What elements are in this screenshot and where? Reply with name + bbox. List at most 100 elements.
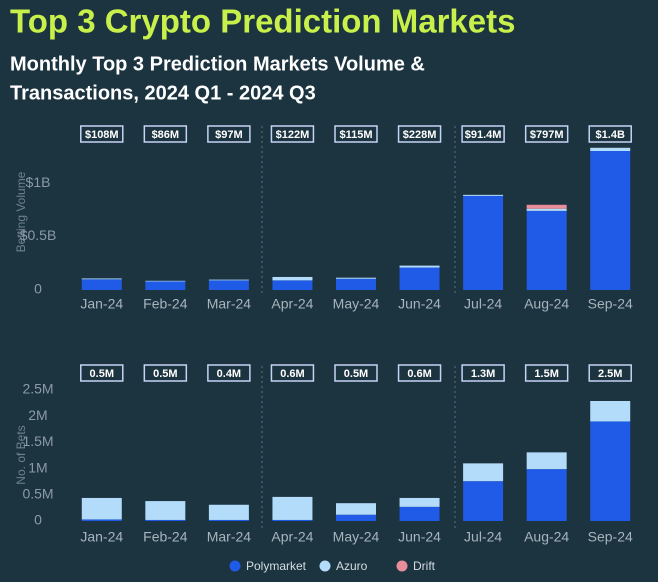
total-label: 0.6M	[407, 368, 431, 380]
total-label: 0.5M	[344, 368, 368, 380]
bar-segment	[272, 276, 313, 281]
total-label: 0.4M	[217, 368, 241, 380]
bar-segment	[208, 280, 249, 290]
legend-swatch	[319, 560, 331, 572]
x-tick-label: Sep-24	[588, 529, 633, 545]
x-tick-label: Feb-24	[143, 529, 188, 545]
total-label-box	[143, 364, 188, 382]
y-tick-label: 0	[34, 281, 42, 297]
total-label-box	[524, 364, 569, 382]
total-label-box	[334, 364, 378, 382]
total-label-box	[143, 125, 188, 143]
y-tick-label: 1.5M	[22, 433, 53, 449]
bar-segment	[81, 278, 122, 280]
x-tick-label: May-24	[333, 529, 380, 545]
bar-segment	[145, 281, 186, 290]
bar-segment	[81, 497, 122, 520]
y-tick-label: 2M	[28, 407, 47, 423]
total-label: 0.5M	[90, 368, 114, 380]
total-label: 1.3M	[471, 368, 495, 380]
total-label-box	[80, 364, 124, 382]
bar-segment	[145, 280, 186, 282]
legend-swatch	[396, 560, 408, 572]
bar-segment	[463, 463, 504, 482]
total-label: 0.5M	[153, 368, 177, 380]
total-label-box	[461, 125, 505, 143]
total-label-box	[270, 125, 315, 143]
total-label: $108M	[85, 129, 119, 141]
bar-segment	[526, 208, 567, 211]
bar-segment	[463, 481, 504, 521]
y-axis-title: Betting Volume	[14, 171, 28, 252]
bar-segment	[590, 421, 631, 521]
total-label: $122M	[276, 129, 310, 141]
x-tick-label: Jun-24	[398, 529, 441, 545]
total-label-box	[207, 364, 251, 382]
total-label-box	[397, 125, 442, 143]
total-label: $97M	[215, 129, 243, 141]
x-tick-label: Mar-24	[207, 296, 252, 312]
x-tick-label: Jul-24	[464, 296, 502, 312]
y-tick-label: 2.5M	[22, 381, 53, 397]
x-tick-label: Apr-24	[271, 529, 313, 545]
y-tick-label: $0.5B	[20, 227, 57, 243]
x-tick-label: Aug-24	[524, 296, 569, 312]
bar-segment	[399, 506, 440, 521]
bar-segment	[81, 279, 122, 290]
bar-segment	[272, 280, 313, 290]
bar-segment	[590, 151, 631, 290]
total-label: $86M	[152, 129, 180, 141]
bar-segment	[526, 210, 567, 290]
bar-segment	[526, 204, 567, 209]
legend-label: Polymarket	[246, 559, 307, 573]
total-label-box	[270, 364, 315, 382]
bar-segment	[526, 452, 567, 470]
total-label: $228M	[403, 129, 437, 141]
subtitle: Transactions, 2024 Q1 - 2024 Q3	[10, 82, 316, 104]
total-label: 1.5M	[534, 368, 558, 380]
total-label-box	[80, 125, 124, 143]
bar-segment	[590, 147, 631, 151]
title: Top 3 Crypto Prediction Markets	[10, 3, 515, 40]
bar-segment	[399, 267, 440, 290]
x-tick-label: Jan-24	[80, 529, 123, 545]
y-tick-label: 1M	[28, 459, 47, 475]
x-tick-label: Jan-24	[80, 296, 123, 312]
bar-segment	[272, 496, 313, 520]
bar-segment	[463, 194, 504, 196]
total-label: $91.4M	[465, 129, 502, 141]
total-label-box	[334, 125, 378, 143]
bar-segment	[590, 401, 631, 422]
y-axis-title: No. of Bets	[14, 425, 28, 484]
x-tick-label: May-24	[333, 296, 380, 312]
bar-segment	[399, 265, 440, 268]
total-label-box	[397, 364, 442, 382]
y-tick-label: $1B	[26, 174, 51, 190]
bar-segment	[336, 503, 376, 515]
bar-segment	[336, 277, 376, 279]
total-label: 0.6M	[280, 368, 304, 380]
total-label-box	[588, 125, 632, 143]
bar-segment	[399, 497, 440, 507]
bar-segment	[145, 501, 186, 520]
x-tick-label: Feb-24	[143, 296, 188, 312]
bar-segment	[81, 519, 122, 521]
bar-segment	[208, 519, 249, 521]
x-tick-label: Aug-24	[524, 529, 569, 545]
x-tick-label: Jun-24	[398, 296, 441, 312]
bar-segment	[208, 279, 249, 281]
total-label-box	[588, 364, 632, 382]
bar-segment	[208, 504, 249, 520]
total-label: 2.5M	[598, 368, 622, 380]
x-tick-label: Jul-24	[464, 529, 502, 545]
x-tick-label: Sep-24	[588, 296, 633, 312]
legend-label: Azuro	[336, 559, 368, 573]
separators	[261, 126, 456, 530]
bar-segment	[336, 514, 376, 521]
bar-segment	[272, 519, 313, 521]
legend-swatch	[229, 560, 241, 572]
y-tick-label: 0.5M	[22, 486, 53, 502]
total-label-box	[461, 364, 505, 382]
total-label: $115M	[339, 129, 372, 141]
